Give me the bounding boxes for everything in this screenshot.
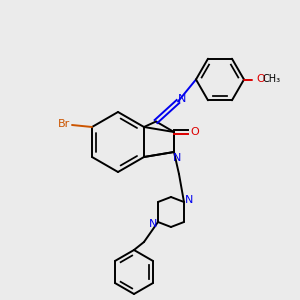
Text: N: N	[149, 219, 157, 229]
Text: Br: Br	[58, 119, 70, 129]
Text: N: N	[178, 94, 186, 104]
Text: O: O	[256, 74, 266, 85]
Text: O: O	[190, 127, 200, 137]
Text: N: N	[173, 153, 181, 163]
Text: N: N	[185, 195, 193, 205]
Text: CH₃: CH₃	[263, 74, 281, 85]
